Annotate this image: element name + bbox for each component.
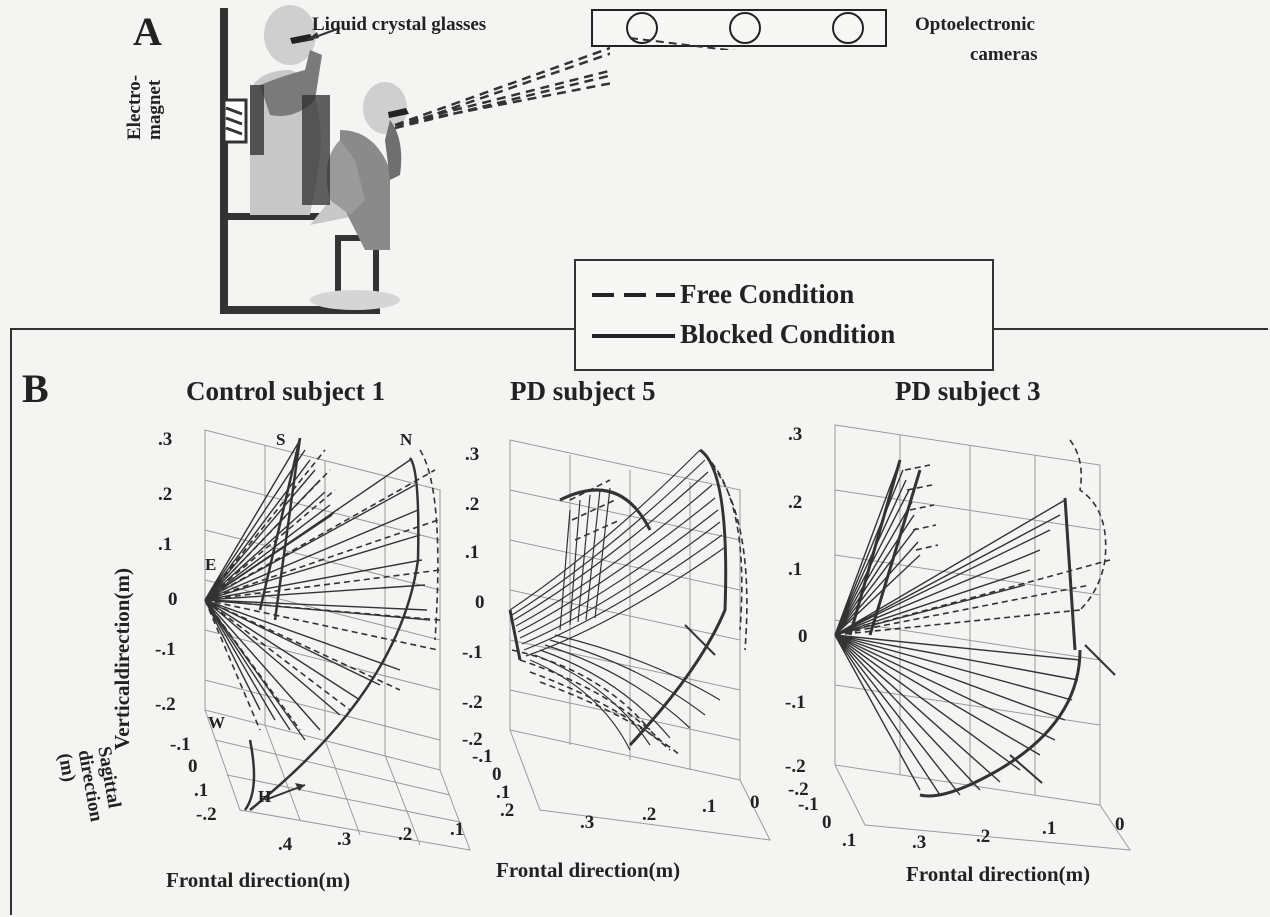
subject-head-back — [264, 5, 316, 65]
plot-pd-5: .3 .2 .1 0 -.1 -.2 -.2 -.1 0 .1 .2 .3 .2… — [462, 439, 771, 841]
plot-pd-3: .3 .2 .1 0 -.1 -.2 -.2 -.1 0 .1 .3 .2 .1… — [785, 424, 1131, 853]
p3-xtick-2: .1 — [1042, 818, 1056, 839]
p1-ytick-1: .2 — [158, 484, 172, 505]
marker-S: S — [276, 430, 285, 449]
plot-title-control-1: Control subject 1 — [186, 376, 385, 406]
p3-xtick-3: 0 — [1115, 814, 1125, 835]
p2-xtick-0: .3 — [580, 812, 594, 833]
p3-ytick-2: .1 — [788, 559, 802, 580]
electromagnet-label-line1: Electro- — [124, 74, 145, 140]
p3-ytick-0: .3 — [788, 424, 802, 445]
p1-ztick-1: 0 — [188, 756, 198, 777]
optoelectronic-cameras — [591, 9, 887, 50]
p2-xlabel: Frontal direction(m) — [496, 858, 681, 882]
chair-seat — [220, 213, 330, 220]
camera-3 — [832, 12, 864, 44]
p2-xtick-1: .2 — [642, 804, 656, 825]
p1-xtick-2: .2 — [398, 824, 412, 845]
p3-ytick-4: -.1 — [785, 692, 806, 713]
p1-ylabel: Verticaldirection(m) — [110, 568, 134, 750]
plot-control-1: S N E W H .3 .2 .1 0 -.1 -.2 -.1 0 .1 -.… — [155, 429, 471, 855]
p2-ztick-3: .1 — [496, 782, 510, 803]
chair-frame — [220, 8, 228, 313]
p1-ytick-3: 0 — [168, 589, 178, 610]
legend: Free Condition Blocked Condition — [574, 259, 994, 371]
p3-xtick-1: .2 — [976, 826, 990, 847]
p2-ytick-0: .3 — [465, 444, 479, 465]
p3-xtick-0: .3 — [912, 832, 926, 853]
glasses-label: Liquid crystal glasses — [312, 14, 487, 35]
marker-E: E — [205, 555, 216, 574]
p1-xtick-1: .3 — [337, 829, 351, 850]
p1-ztick-2: .1 — [194, 780, 208, 801]
camera-2 — [729, 12, 761, 44]
electromagnet-label: Electro- magnet — [124, 20, 165, 140]
p1-ytick-4: -.1 — [155, 639, 176, 660]
p3-ztick-3: .1 — [842, 830, 856, 851]
p1-xtick-0: .4 — [278, 834, 293, 855]
p1-ztick-3: -.2 — [196, 804, 217, 825]
p1-ytick-0: .3 — [158, 429, 172, 450]
plot-title-pd-5: PD subject 5 — [510, 376, 656, 406]
p3-ztick-2: 0 — [822, 812, 832, 833]
marker-N: N — [400, 430, 413, 449]
apparatus-illustration — [220, 5, 610, 314]
p2-ytick-1: .2 — [465, 494, 479, 515]
legend-blocked-label: Blocked Condition — [680, 319, 896, 349]
cameras-label-line2: cameras — [970, 44, 1038, 65]
p1-ztick-0: -.1 — [170, 734, 191, 755]
p1-ytick-2: .1 — [158, 534, 172, 555]
p3-ytick-1: .2 — [788, 492, 802, 513]
p2-ytick-4: -.1 — [462, 642, 483, 663]
p1-xtick-3: .1 — [450, 819, 464, 840]
p3-ytick-5: -.2 — [785, 756, 806, 777]
marker-W: W — [208, 713, 225, 732]
p2-ztick-0: -.2 — [462, 729, 483, 750]
p2-ztick-1: -.1 — [472, 746, 493, 767]
p1-ytick-5: -.2 — [155, 694, 176, 715]
p3-ytick-3: 0 — [798, 626, 808, 647]
legend-free-label: Free Condition — [680, 279, 855, 309]
camera-1 — [626, 12, 658, 44]
panel-b-letter: B — [22, 366, 49, 411]
p2-ztick-2: 0 — [492, 764, 502, 785]
p3-ztick-0: -.2 — [788, 779, 809, 800]
p2-ztick-4: .2 — [500, 800, 514, 821]
cameras-label-line1: Optoelectronic — [915, 14, 1035, 35]
p2-xtick-2: .1 — [702, 796, 716, 817]
p2-xtick-3: 0 — [750, 792, 760, 813]
subject-head-front — [363, 82, 407, 134]
p3-xlabel: Frontal direction(m) — [906, 862, 1091, 886]
panel-a-letter: A — [133, 9, 162, 54]
p2-ytick-3: 0 — [475, 592, 485, 613]
p2-ytick-2: .1 — [465, 542, 479, 563]
chair-base — [220, 306, 380, 314]
electromagnet-label-line2: magnet — [144, 79, 165, 140]
marker-H: H — [258, 787, 271, 806]
p1-xlabel: Frontal direction(m) — [166, 868, 351, 892]
p2-ytick-5: -.2 — [462, 692, 483, 713]
p3-ztick-1: -.1 — [798, 794, 819, 815]
chair-support — [335, 235, 379, 313]
plot-title-pd-3: PD subject 3 — [895, 376, 1041, 406]
